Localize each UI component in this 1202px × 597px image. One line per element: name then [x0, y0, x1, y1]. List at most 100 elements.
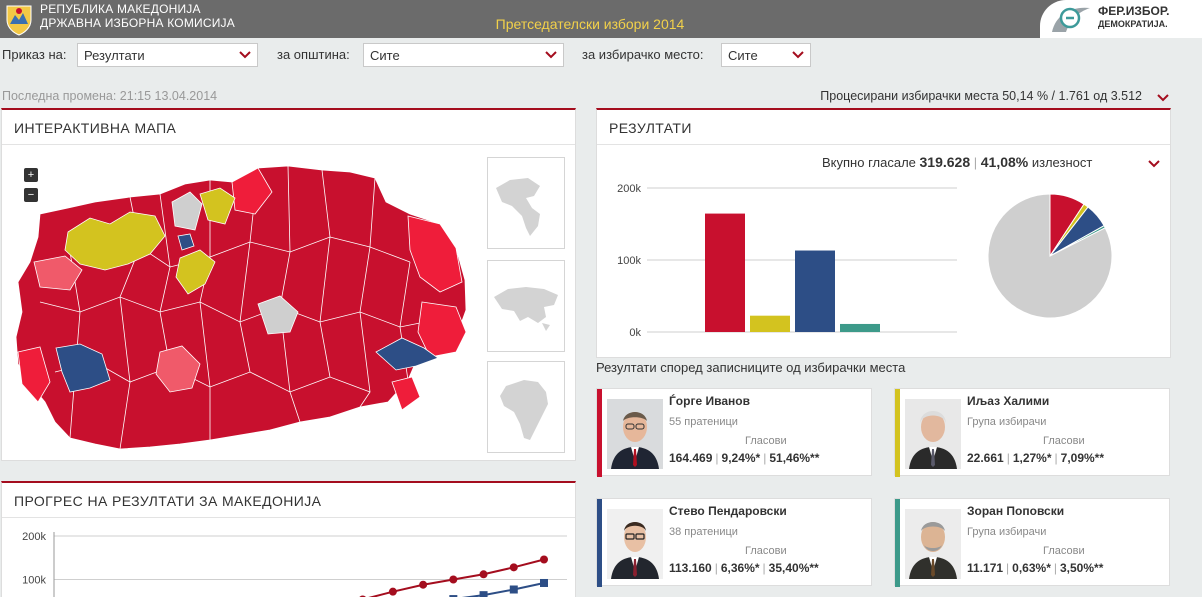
map-region-bright-northeast[interactable] [407, 215, 463, 293]
map-region-blue-west[interactable] [55, 343, 111, 393]
votes-label: Гласови [745, 545, 787, 557]
turnout-label: Вкупно гласале [822, 155, 916, 170]
map-region-yellow-skopje[interactable] [175, 249, 216, 295]
map-region-blue-skopje[interactable] [177, 233, 195, 251]
globe-americas-button[interactable] [487, 157, 565, 249]
candidate-nominator: Група избирачи [967, 526, 1047, 538]
candidate-photo [607, 509, 663, 579]
candidate-card[interactable]: Иљаз Халими Група избирачи Гласови 22.66… [894, 388, 1170, 477]
map-region-bright-east[interactable] [417, 301, 467, 358]
turnout-percentage: 41,08% [980, 154, 1029, 170]
y-tick-label: 200k [617, 183, 641, 195]
chevron-down-icon[interactable] [1147, 156, 1161, 170]
series-point [479, 570, 488, 579]
bar [750, 315, 790, 332]
candidate-name: Ѓорге Иванов [669, 394, 750, 408]
map-region-pink-center[interactable] [155, 345, 201, 393]
globe-africa-button[interactable] [487, 361, 565, 453]
candidate-nominator: Група избирачи [967, 416, 1047, 428]
candidate-color-bar [597, 389, 602, 477]
votes-label: Гласови [1043, 545, 1085, 557]
zoom-out-button[interactable]: − [24, 188, 38, 202]
candidate-votes: 22.661 [967, 451, 1004, 465]
municipality-select[interactable]: Сите [363, 43, 564, 67]
candidate-color-bar [597, 499, 602, 587]
candidate-pct-total: 6,36%* [720, 561, 760, 575]
fer-logo[interactable]: ФЕР.ИЗБОР. ДЕМОКРАТИЈА. [1040, 0, 1202, 38]
processed-stations-text: Процесирани избирачки места 50,14 % / 1.… [820, 89, 1142, 103]
eurasia-map-icon [494, 287, 558, 331]
results-panel-title: РЕЗУЛТАТИ [609, 120, 692, 136]
candidate-nominator: 55 пратеници [669, 416, 738, 428]
map-region-pink-northwest[interactable] [33, 255, 83, 291]
candidate-card[interactable]: Стево Пендаровски 38 пратеници Гласови 1… [596, 498, 872, 587]
last-change-text: Последна промена: 21:15 13.04.2014 [2, 89, 218, 103]
map-region-yellow-northwest[interactable] [64, 211, 166, 271]
y-tick-label: 0k [629, 327, 641, 339]
candidate-color-bar [895, 389, 900, 477]
candidate-votes: 113.160 [669, 561, 712, 575]
map-panel-title: ИНТЕРАКТИВНА МАПА [14, 120, 177, 136]
progress-panel: ПРОГРЕС НА РЕЗУЛТАТИ ЗА МАКЕДОНИЈА 200k 1… [1, 481, 576, 597]
bar [705, 213, 745, 332]
view-select[interactable]: Резултати [77, 43, 258, 67]
fer-logo-line2: ДЕМОКРАТИЈА. [1098, 19, 1168, 29]
y-tick-label: 100k [617, 255, 641, 267]
candidate-photo [905, 509, 961, 579]
station-select[interactable]: Сите [721, 43, 811, 67]
candidate-votes: 11.171 [967, 561, 1004, 575]
series-line [368, 558, 545, 597]
map-region-bright-south[interactable] [391, 376, 421, 411]
fer-logo-icon [1052, 7, 1090, 32]
candidate-photo [607, 399, 663, 469]
divider [2, 144, 575, 145]
results-panel: РЕЗУЛТАТИ Вкупно гласале 319.628 | 41,08… [596, 108, 1171, 358]
candidate-card[interactable]: Ѓорге Иванов 55 пратеници Гласови 164.46… [596, 388, 872, 477]
series-point [449, 595, 458, 597]
progress-line-chart: 200k 100k [22, 531, 567, 597]
station-label: за избирачко место: [582, 47, 704, 62]
view-label: Приказ на: [2, 47, 67, 62]
bar [840, 323, 880, 332]
chevron-down-icon [792, 51, 804, 59]
results-caption: Резултати според записниците од избирачк… [596, 360, 906, 375]
map-region-yellow-north[interactable] [199, 187, 236, 225]
map-region-bright-west[interactable] [17, 346, 51, 403]
chevron-down-icon[interactable] [1156, 90, 1170, 104]
candidate-votes: 164.469 [669, 451, 713, 465]
series-point [388, 587, 397, 596]
turnout-summary: Вкупно гласале 319.628 | 41,08% излезнос… [822, 154, 1093, 170]
map-region-blue-east[interactable] [375, 337, 439, 371]
view-select-value: Резултати [84, 48, 145, 63]
series-point [509, 563, 518, 572]
candidate-name: Стево Пендаровски [669, 504, 787, 518]
progress-panel-title: ПРОГРЕС НА РЕЗУЛТАТИ ЗА МАКЕДОНИЈА [14, 493, 322, 509]
candidate-photo [905, 399, 961, 469]
pie-slice [987, 193, 1113, 319]
chevron-down-icon [239, 51, 251, 59]
map-region-grey-north[interactable] [171, 191, 203, 231]
total-votes: 319.628 [919, 154, 971, 170]
map-region-bright-north[interactable] [231, 167, 273, 215]
zoom-in-button[interactable]: + [24, 168, 38, 182]
state-emblem-icon [6, 5, 32, 36]
macedonia-map[interactable] [10, 152, 480, 462]
candidate-stats: 11.171 | 0,63%* | 3,50%** [967, 561, 1104, 575]
candidate-pct-total: 1,27%* [1012, 451, 1052, 465]
candidate-card[interactable]: Зоран Поповски Група избирачи Гласови 11… [894, 498, 1170, 587]
chevron-down-icon [545, 51, 557, 59]
municipality-label: за општина: [277, 47, 350, 62]
series-point [419, 580, 428, 589]
top-header: РЕПУБЛИКА МАКЕДОНИЈА ДРЖАВНА ИЗБОРНА КОМ… [0, 0, 1202, 38]
series-point [449, 575, 458, 584]
globe-eurasia-button[interactable] [487, 260, 565, 352]
series-point [540, 555, 548, 564]
candidate-stats: 113.160 | 6,36%* | 35,40%** [669, 561, 819, 575]
candidate-pct-total: 0,63%* [1012, 561, 1051, 575]
station-select-value: Сите [728, 48, 758, 63]
org-name-line1: РЕПУБЛИКА МАКЕДОНИЈА [40, 2, 201, 16]
org-name-line2: ДРЖАВНА ИЗБОРНА КОМИСИЈА [40, 16, 235, 30]
candidate-name: Иљаз Халими [967, 394, 1050, 408]
map-region-grey-center[interactable] [257, 295, 299, 335]
candidate-pct-valid: 3,50%** [1060, 561, 1104, 575]
